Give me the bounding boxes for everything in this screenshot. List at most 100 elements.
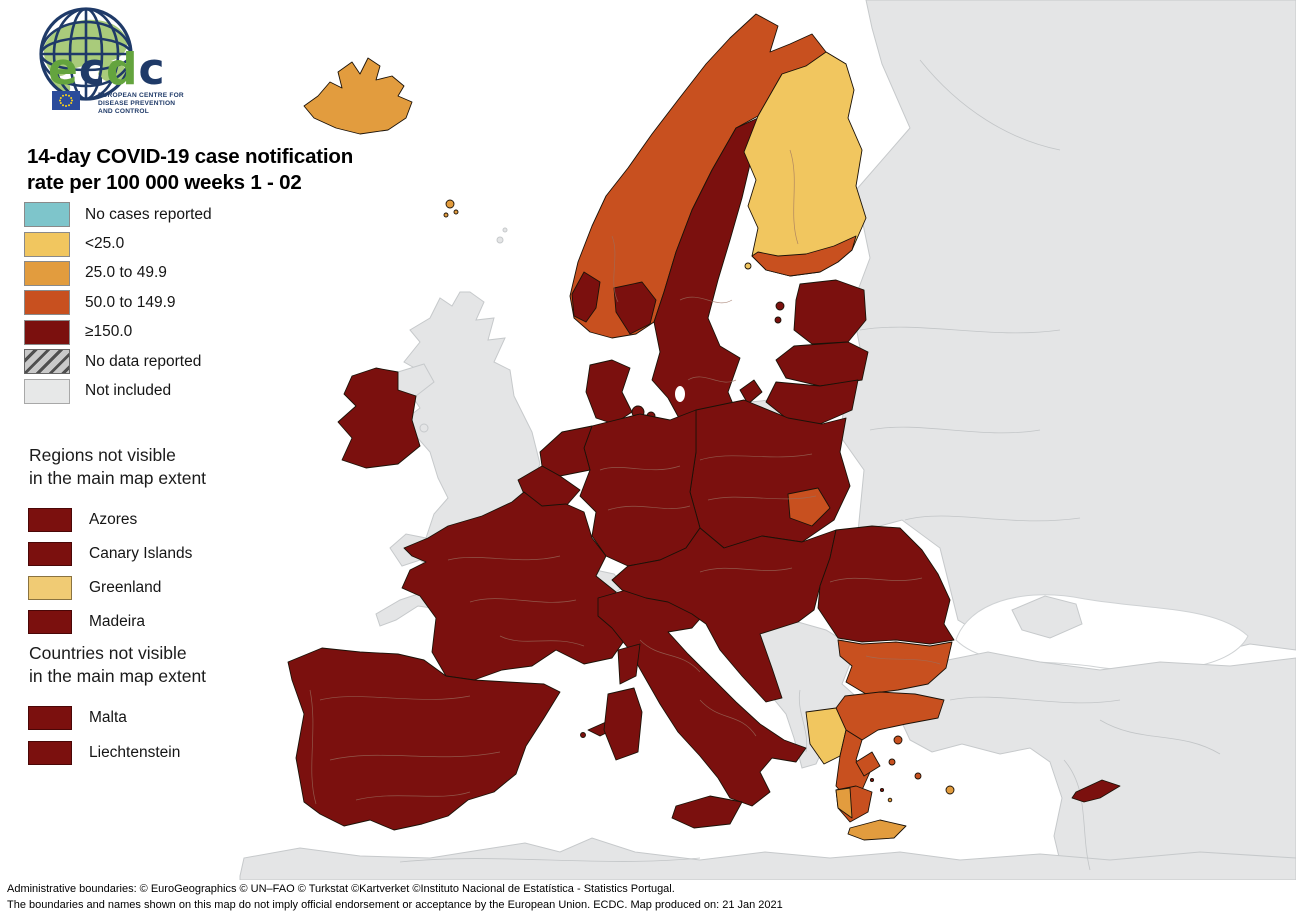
reporting-countries-layer bbox=[287, 13, 1121, 841]
aland bbox=[744, 262, 752, 270]
ibiza bbox=[580, 732, 586, 738]
peloponnese-west bbox=[835, 787, 853, 819]
region-borders bbox=[309, 149, 941, 805]
footer-line2: The boundaries and names shown on this m… bbox=[7, 898, 783, 911]
romania bbox=[817, 525, 955, 645]
region-swatch-greenland bbox=[28, 576, 72, 600]
central-europe-block bbox=[611, 527, 837, 703]
legend-swatch-25-49 bbox=[24, 260, 70, 286]
latvia bbox=[775, 341, 869, 387]
gotland bbox=[739, 379, 763, 405]
region-swatch-canary bbox=[28, 542, 72, 566]
shetland bbox=[496, 236, 504, 244]
ireland bbox=[337, 367, 421, 469]
legend-item-no-data: No data reported bbox=[24, 347, 212, 376]
italy bbox=[597, 589, 807, 807]
lake-vanern bbox=[675, 386, 685, 402]
ecdc-wordmark: ecdc bbox=[48, 44, 166, 95]
germany bbox=[579, 409, 701, 567]
ecdc-globe bbox=[39, 7, 133, 101]
legend-label: ≥150.0 bbox=[85, 323, 133, 341]
north-africa bbox=[239, 837, 1296, 881]
legend-label: No data reported bbox=[85, 352, 202, 370]
cyclades-3 bbox=[887, 797, 893, 803]
legend-item-not-included: Not included bbox=[24, 376, 212, 405]
france bbox=[401, 491, 627, 681]
legend-item-50-149: 50.0 to 149.9 bbox=[24, 288, 212, 317]
eu-flag bbox=[52, 91, 80, 115]
regions-section-rows: Azores Canary Islands Greenland Madeira bbox=[28, 503, 192, 639]
shetland-2 bbox=[502, 227, 508, 233]
region-swatch-azores bbox=[28, 508, 72, 532]
legend-label: <25.0 bbox=[85, 235, 125, 253]
faroe-islands-2 bbox=[453, 209, 459, 215]
map-title-line1: 14-day COVID-19 case notification bbox=[27, 145, 354, 168]
countries-section-heading: Countries not visible in the main map ex… bbox=[29, 643, 207, 686]
map-legend: No cases reported <25.0 25.0 to 49.9 50.… bbox=[24, 200, 212, 406]
legend-label: No cases reported bbox=[85, 205, 212, 223]
region-item-azores: Azores bbox=[28, 503, 192, 537]
map-title-line2: rate per 100 000 weeks 1 - 02 bbox=[27, 171, 302, 194]
spain-portugal bbox=[287, 647, 561, 831]
legend-swatch-50-149 bbox=[24, 290, 70, 316]
crete bbox=[847, 819, 907, 841]
norway-southwest-region bbox=[571, 271, 601, 323]
legend-label: 50.0 to 149.9 bbox=[85, 293, 176, 311]
cyprus bbox=[1071, 779, 1121, 803]
cyclades-2 bbox=[879, 787, 885, 793]
euboea bbox=[855, 751, 881, 777]
gray-internal-borders bbox=[399, 59, 1221, 871]
region-item-greenland: Greenland bbox=[28, 571, 192, 605]
samos bbox=[914, 772, 922, 780]
ecdc-logo-subtitle: EUROPEAN CENTRE FOR DISEASE PREVENTION A… bbox=[98, 92, 184, 115]
legend-swatch-lt25 bbox=[24, 231, 70, 257]
country-swatch-malta bbox=[28, 706, 72, 730]
footer-line1: Administrative boundaries: © EuroGeograp… bbox=[7, 883, 675, 895]
estonia bbox=[793, 279, 867, 345]
footer-credits: Administrative boundaries: © EuroGeograp… bbox=[7, 882, 783, 913]
poland bbox=[689, 399, 851, 549]
legend-item-25-49: 25.0 to 49.9 bbox=[24, 259, 212, 288]
map-title: 14-day COVID-19 case notification rate p… bbox=[27, 144, 353, 196]
isle-of-man bbox=[419, 423, 429, 433]
rhodes bbox=[945, 785, 955, 795]
netherlands bbox=[539, 425, 593, 477]
legend-swatch-not-included bbox=[24, 378, 70, 404]
region-item-madeira: Madeira bbox=[28, 605, 192, 639]
regions-section-heading: Regions not visible in the main map exte… bbox=[29, 445, 207, 488]
chios bbox=[888, 758, 896, 766]
faroe-islands-3 bbox=[443, 212, 449, 218]
sicily bbox=[671, 795, 743, 829]
lesbos bbox=[893, 735, 903, 745]
finland-south-coast bbox=[751, 235, 857, 277]
legend-item-ge150: ≥150.0 bbox=[24, 318, 212, 347]
footer-band bbox=[0, 880, 1296, 915]
region-item-canary-islands: Canary Islands bbox=[28, 537, 192, 571]
poland-east-region bbox=[787, 487, 831, 527]
country-swatch-liechtenstein bbox=[28, 741, 72, 765]
legend-swatch-no-cases bbox=[24, 202, 70, 228]
norway-oslo-region bbox=[613, 281, 657, 335]
hiiumaa bbox=[774, 316, 782, 324]
crimea bbox=[1011, 595, 1083, 639]
saaremaa bbox=[775, 301, 785, 311]
ecdc-logo: ecdc EUROPEAN CENTRE FOR DISEASE PREVENT… bbox=[16, 2, 216, 132]
iceland bbox=[303, 57, 413, 135]
denmark bbox=[585, 359, 633, 425]
cyclades-1 bbox=[869, 777, 875, 783]
turkey-middle-east bbox=[885, 651, 1296, 879]
country-item-malta: Malta bbox=[28, 701, 180, 735]
legend-label: 25.0 to 49.9 bbox=[85, 264, 167, 282]
faroe-islands bbox=[445, 199, 455, 209]
lithuania bbox=[765, 379, 859, 425]
bulgaria bbox=[837, 639, 953, 695]
region-swatch-madeira bbox=[28, 610, 72, 634]
sardinia bbox=[603, 687, 643, 761]
legend-item-no-cases: No cases reported bbox=[24, 200, 212, 229]
legend-item-lt25: <25.0 bbox=[24, 229, 212, 258]
countries-section-rows: Malta Liechtenstein bbox=[28, 701, 180, 770]
country-item-liechtenstein: Liechtenstein bbox=[28, 736, 180, 770]
legend-swatch-no-data bbox=[24, 349, 70, 375]
